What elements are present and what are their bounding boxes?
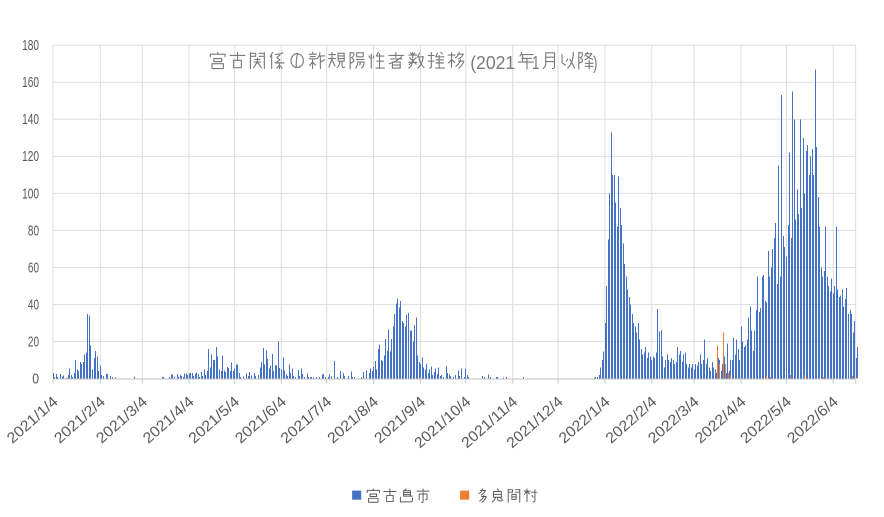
- svg-text:1: 1: [532, 53, 540, 73]
- svg-text:2021/7/4: 2021/7/4: [277, 393, 335, 447]
- svg-text:120: 120: [22, 148, 39, 165]
- svg-text:140: 140: [22, 111, 39, 128]
- svg-text:20: 20: [28, 333, 39, 350]
- svg-text:2021/8/4: 2021/8/4: [324, 393, 382, 447]
- svg-text:2021/5/4: 2021/5/4: [185, 393, 243, 447]
- svg-text:2022/6/4: 2022/6/4: [784, 393, 842, 447]
- svg-text:2022/1/4: 2022/1/4: [556, 393, 614, 447]
- svg-text:(2021: (2021: [470, 53, 515, 73]
- svg-text:60: 60: [28, 259, 39, 276]
- svg-text:180: 180: [22, 37, 39, 54]
- svg-text:0: 0: [32, 371, 39, 388]
- svg-text:2021/1/4: 2021/1/4: [4, 393, 62, 447]
- svg-text:): ): [593, 53, 598, 73]
- svg-text:100: 100: [22, 185, 39, 202]
- svg-text:80: 80: [28, 222, 39, 239]
- svg-text:40: 40: [28, 296, 39, 313]
- svg-text:2022/5/4: 2022/5/4: [737, 393, 795, 447]
- svg-text:160: 160: [22, 74, 39, 91]
